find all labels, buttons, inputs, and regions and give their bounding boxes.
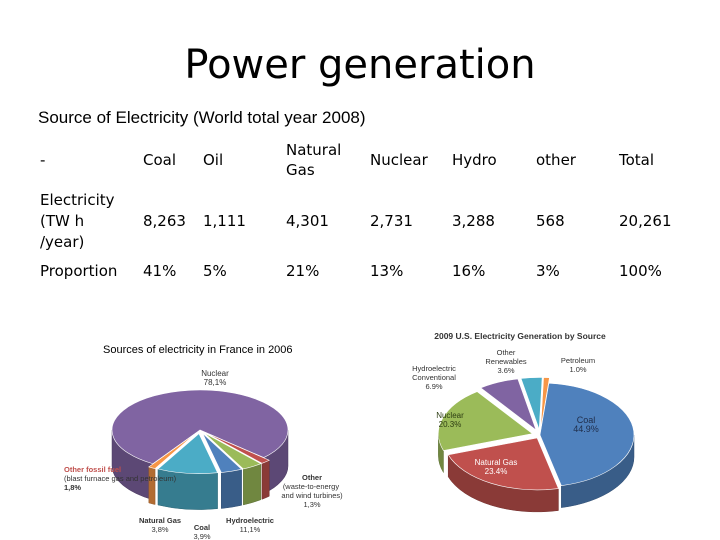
pie-slice-hydroelectric [157,433,219,474]
natural-gas-label: Natural Gas 23.4% [475,458,518,476]
us-chart-title: 2009 U.S. Electricity Generation by Sour… [434,331,606,341]
other-label: Other (waste-to-energy and wind turbines)… [281,473,343,509]
france-pie-chart: Nuclear 78,1% Other fossil fuel (blast furn… [64,369,343,540]
table-header-cell: Total [619,151,655,169]
table-row: Proportion 41% 5% 21% 13% 16% 3% 100% [36,257,693,285]
row-label-text: Electricity (TW h /year) [40,190,115,251]
hydro-label: Hydroelectric Conventional 6.9% [412,364,456,391]
pie-slice-side-5 [148,466,156,505]
us-pie-chart: 2009 U.S. Electricity Generation by Sour… [412,331,635,513]
other-fossil-label: Other fossil fuel (blast furnace gas and … [64,465,177,492]
natural-gas-header: Natural Gas [286,141,342,179]
table-header-cell: Natural Gas [282,135,366,185]
table-cell: 13% [370,262,404,280]
pie-slice-coal [202,433,243,473]
pie-slice-other-waste-to-energy-and-wind-turbines [148,432,197,469]
pie-slice-side-1 [261,459,270,500]
table-row: Electricity (TW h /year) 8,263 1,111 4,3… [36,185,693,257]
table-header-cell: Hydro [452,151,497,169]
table-cell: 8,263 [143,212,186,230]
pie-slice-nuclear [111,389,289,465]
natural-gas-label: Natural Gas 3,8% [139,516,181,534]
coal-label: Coal 3,9% [193,523,210,540]
pie-slice-natural-gas [447,437,559,491]
table-cell: 100% [619,262,662,280]
table-header-cell: other [536,151,576,169]
table-cell: 41% [143,262,177,280]
petroleum-label: Petroleum 1.0% [561,356,595,374]
table-cell: 3% [536,262,560,280]
pie-slice-nuclear [438,391,534,451]
nuclear-label: Nuclear 78,1% [201,369,229,387]
france-chart-title: Sources of electricity in France in 2006 [103,344,293,356]
renewables-label: Other Renewables 3.6% [485,348,527,375]
slide-title: Power generation [184,42,536,88]
table-cell: 2,731 [370,212,413,230]
table-header-cell: Oil [203,151,224,169]
table-cell: 4,301 [286,212,329,230]
table-header-row: - Coal Oil Natural Gas Nuclear Hydro oth… [36,135,693,185]
hydroelectric-label: Hydroelectric 11,1% [226,516,274,534]
pie-slice-petroleum [540,377,550,430]
row-label: Electricity (TW h /year) [36,185,139,257]
table-cell: 21% [286,262,320,280]
pie-slice-side-2 [243,463,262,506]
pie-slice-hydroelectric-conventional [480,378,537,431]
table-header-cell: Coal [143,151,177,169]
pie-slice-other-fossil-fuel-blast-furnace-gas-and-petroleum [205,432,270,464]
pie-slice-side-3 [221,468,242,509]
pie-slice-coal [539,382,635,486]
table-header-cell: - [40,151,46,169]
table-cell: 5% [203,262,227,280]
nuclear-label: Nuclear 20.3% [436,411,464,429]
row-label: Proportion [40,262,118,280]
table-cell: 3,288 [452,212,495,230]
table-cell: 1,111 [203,212,246,230]
table-cell: 16% [452,262,486,280]
electricity-table: - Coal Oil Natural Gas Nuclear Hydro oth… [36,135,693,285]
table-cell: 568 [536,212,565,230]
coal-label: Coal 44.9% [573,415,599,434]
slide-subtitle: Source of Electricity (World total year … [38,108,366,127]
table-header-cell: Nuclear [370,151,428,169]
pie-slice-natural-gas [204,432,262,470]
pie-slice-other-renewables [520,377,543,430]
table-cell: 20,261 [619,212,672,230]
